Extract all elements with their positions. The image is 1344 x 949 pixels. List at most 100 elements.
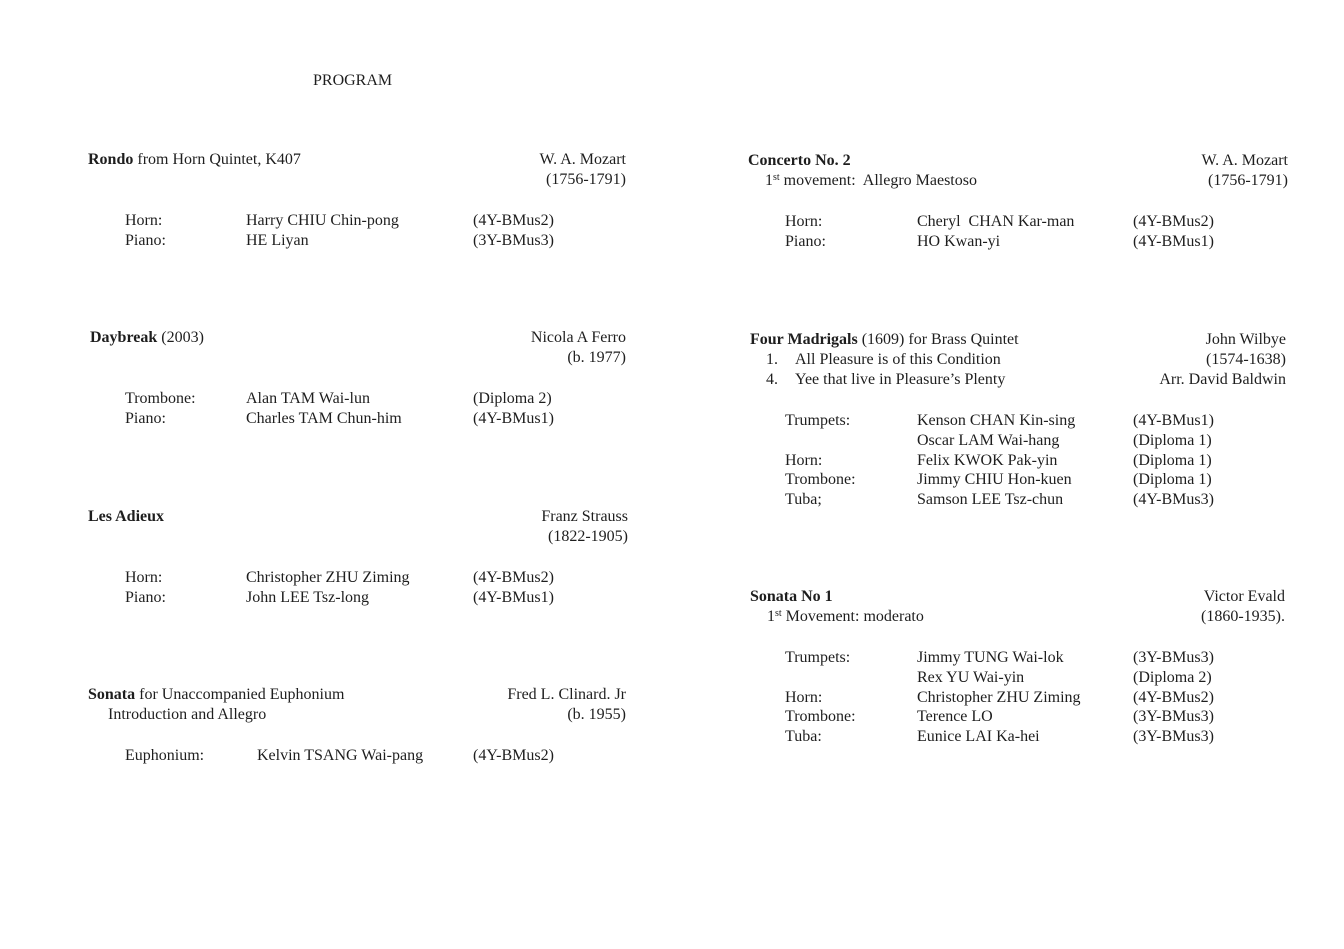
- instrument: Trombone:: [785, 471, 856, 489]
- composer-line: (1756-1791): [546, 171, 626, 188]
- piece-title-bold: Sonata No 1: [750, 588, 833, 605]
- instrument: Piano:: [125, 409, 166, 427]
- piece-title: Four Madrigals (1609) for Brass Quintet: [750, 330, 1019, 350]
- performer-name: Harry CHIU Chin-pong: [246, 212, 399, 229]
- ordinal-suffix: st: [775, 608, 782, 619]
- performer-year: (Diploma 2): [473, 390, 552, 407]
- composer-line: (1860-1935).: [1201, 608, 1285, 625]
- piece-title: Sonata for Unaccompanied Euphonium: [88, 685, 344, 705]
- performer-year: (3Y-BMus3): [1133, 728, 1214, 746]
- piece-title-bold: Daybreak: [90, 329, 158, 346]
- performer-year: (Diploma 2): [1133, 668, 1212, 686]
- subtitle-text: Introduction and Allegro: [108, 706, 267, 723]
- instrument: Horn:: [125, 212, 163, 229]
- performer-name: Rex YU Wai-yin: [917, 668, 1025, 686]
- performer-year: (3Y-BMus3): [1133, 649, 1214, 666]
- subtitle-text: All Pleasure is of this Condition: [795, 351, 1001, 368]
- performer-year: (4Y-BMus3): [1133, 491, 1214, 509]
- instrument: Horn:: [785, 213, 823, 230]
- subtitle-text: movement: Allegro Maestoso: [783, 172, 977, 189]
- performer-name: Christopher ZHU Ziming: [246, 569, 410, 586]
- composer-line: (1822-1905): [548, 528, 628, 545]
- performer-year: (4Y-BMus2): [1133, 688, 1214, 706]
- piece-title-rest: (1609) for Brass Quintet: [861, 331, 1019, 348]
- performer-name: John LEE Tsz-long: [246, 588, 370, 606]
- performer-name: Cheryl CHAN Kar-man: [917, 213, 1075, 230]
- instrument: Horn:: [785, 688, 823, 706]
- instrument: Horn:: [785, 451, 823, 469]
- performer-name: Kenson CHAN Kin-sing: [917, 412, 1076, 429]
- piece-title-rest: from Horn Quintet, K407: [137, 151, 301, 168]
- composer-line: Franz Strauss: [541, 508, 628, 525]
- composer-line: (1574-1638): [1206, 351, 1286, 368]
- composer-line: John Wilbye: [1205, 331, 1286, 348]
- piece-title: Rondo from Horn Quintet, K407: [88, 150, 301, 170]
- performer-year: (4Y-BMus1): [1133, 412, 1214, 429]
- composer-line: (b. 1955): [567, 706, 626, 723]
- composer-line: Nicola A Ferro: [530, 329, 626, 346]
- instrument: Trombone:: [125, 390, 196, 407]
- performer-year: (Diploma 1): [1133, 451, 1212, 469]
- piece-subtitle: 1st Movement: moderato: [767, 607, 924, 627]
- list-marker: 4.: [766, 371, 778, 388]
- performer-name: Alan TAM Wai-lun: [246, 390, 370, 407]
- performer-year: (4Y-BMus2): [473, 569, 554, 586]
- performer-year: (4Y-BMus2): [1133, 213, 1214, 230]
- movement-number: 1: [767, 608, 775, 625]
- performer-year: (4Y-BMus1): [473, 409, 554, 427]
- performer-name: Jimmy TUNG Wai-lok: [917, 649, 1064, 666]
- performer-year: (Diploma 1): [1133, 431, 1212, 449]
- piece-title: Sonata No 1: [750, 587, 833, 607]
- piece-title-bold: Les Adieux: [88, 508, 165, 525]
- composer-line: Fred L. Clinard. Jr: [507, 686, 626, 703]
- subtitle-text: Movement: moderato: [785, 608, 924, 625]
- list-marker: 1.: [766, 351, 778, 368]
- instrument: Trombone:: [785, 708, 856, 726]
- piece-title-rest: (2003): [161, 329, 204, 346]
- performer-year: (4Y-BMus2): [473, 747, 554, 764]
- piece-title-rest: for Unaccompanied Euphonium: [139, 686, 345, 703]
- performer-name: Samson LEE Tsz-chun: [917, 491, 1064, 509]
- piece-title: Les Adieux: [88, 507, 164, 527]
- performer-name: Terence LO: [917, 708, 993, 726]
- instrument: Piano:: [125, 588, 166, 606]
- performer-year: (4Y-BMus1): [1133, 232, 1214, 250]
- composer-line: (b. 1977): [567, 349, 626, 366]
- piece-title-bold: Rondo: [88, 151, 134, 168]
- instrument: Euphonium:: [125, 747, 205, 764]
- piece-title: Daybreak (2003): [90, 328, 204, 348]
- performer-name: Jimmy CHIU Hon-kuen: [917, 471, 1072, 489]
- instrument: Trumpets:: [785, 649, 851, 666]
- program-title: PROGRAM: [313, 72, 393, 89]
- performer-name: HE Liyan: [246, 231, 309, 249]
- movement-number: 1: [765, 172, 773, 189]
- piece-title-bold: Concerto No. 2: [748, 152, 851, 169]
- piece-subtitle: 1. All Pleasure is of this Condition: [766, 350, 1001, 370]
- ordinal-suffix: st: [773, 172, 780, 183]
- performer-name: Eunice LAI Ka-hei: [917, 728, 1040, 746]
- instrument: Tuba;: [785, 491, 822, 509]
- performer-year: (4Y-BMus1): [473, 588, 554, 606]
- performer-name: Oscar LAM Wai-hang: [917, 431, 1060, 449]
- instrument: Piano:: [785, 232, 826, 250]
- instrument: Tuba:: [785, 728, 822, 746]
- instrument: Piano:: [125, 231, 166, 249]
- piece-title-bold: Four Madrigals: [750, 331, 858, 348]
- performer-year: (Diploma 1): [1133, 471, 1212, 489]
- performer-name: Charles TAM Chun-him: [246, 409, 402, 427]
- composer-line: W. A. Mozart: [539, 151, 626, 168]
- composer-line: W. A. Mozart: [1201, 152, 1288, 169]
- performer-year: (4Y-BMus2): [473, 212, 554, 229]
- performer-name: Kelvin TSANG Wai-pang: [257, 747, 424, 764]
- performer-year: (3Y-BMus3): [1133, 708, 1214, 726]
- piece-subtitle: 1st movement: Allegro Maestoso: [765, 171, 977, 191]
- subtitle-text: Yee that live in Pleasure’s Plenty: [795, 371, 1006, 388]
- composer-line: Victor Evald: [1203, 588, 1285, 605]
- piece-subtitle: Introduction and Allegro: [108, 705, 266, 725]
- piece-title-bold: Sonata: [88, 686, 136, 703]
- performer-name: Christopher ZHU Ziming: [917, 688, 1081, 706]
- instrument: Trumpets:: [785, 412, 851, 429]
- piece-subtitle: 4. Yee that live in Pleasure’s Plenty: [766, 370, 1005, 390]
- instrument: Horn:: [125, 569, 163, 586]
